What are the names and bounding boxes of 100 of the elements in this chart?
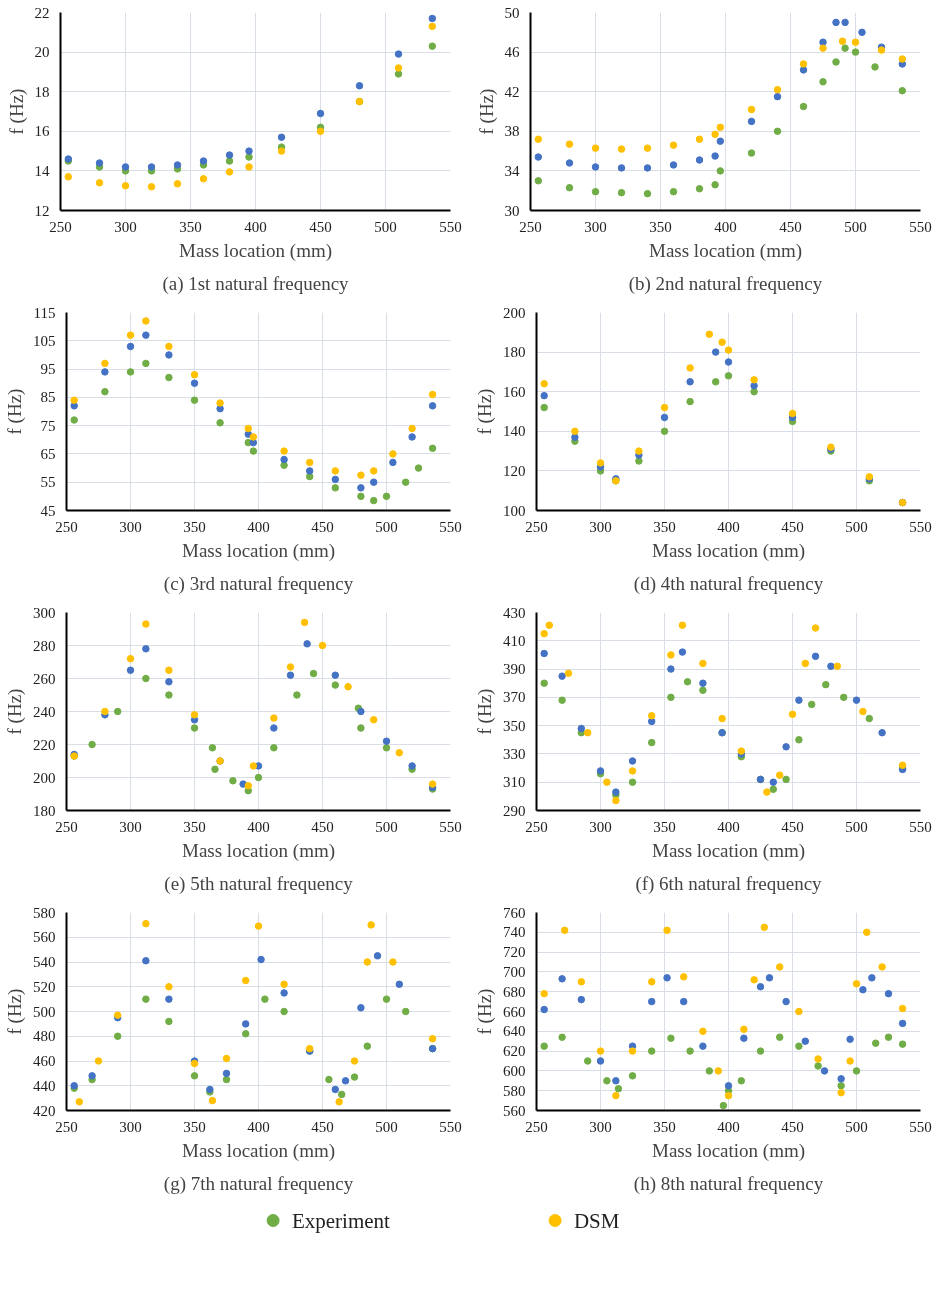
y-tick-label: 85 bbox=[40, 389, 56, 406]
x-tick-label: 300 bbox=[119, 818, 142, 835]
x-tick-label: 550 bbox=[439, 818, 462, 835]
y-tick-label: 430 bbox=[503, 604, 526, 621]
y-tick-label: 120 bbox=[503, 462, 526, 479]
y-tick-label: 660 bbox=[503, 1003, 526, 1020]
y-tick-label: 180 bbox=[503, 344, 526, 361]
y-tick-label: 440 bbox=[33, 1077, 56, 1094]
y-tick-label: 500 bbox=[33, 1003, 56, 1020]
y-tick-label: 34 bbox=[504, 162, 520, 179]
y-tick-label: 220 bbox=[33, 736, 56, 753]
y-tick-label: 46 bbox=[504, 44, 520, 61]
y-tick-label: 20 bbox=[34, 44, 50, 61]
y-tick-label: 18 bbox=[34, 83, 50, 100]
legend-label: DSM bbox=[573, 1208, 620, 1233]
x-tick-label: 400 bbox=[717, 1118, 740, 1135]
x-axis-title: Mass location (mm) bbox=[651, 539, 806, 562]
x-tick-label: 300 bbox=[119, 1118, 142, 1135]
x-axis-title: Mass location (mm) bbox=[181, 839, 336, 862]
legend-label: Experiment bbox=[291, 1208, 391, 1233]
x-tick-label: 550 bbox=[909, 818, 932, 835]
x-tick-label: 300 bbox=[584, 218, 607, 235]
x-tick-label: 400 bbox=[247, 818, 270, 835]
y-tick-label: 720 bbox=[503, 944, 526, 961]
x-tick-label: 500 bbox=[375, 1118, 398, 1135]
y-tick-label: 100 bbox=[503, 502, 526, 519]
x-axis-title: Mass location (mm) bbox=[181, 539, 336, 562]
y-tick-label: 580 bbox=[503, 1082, 526, 1099]
x-tick-label: 350 bbox=[183, 1118, 206, 1135]
y-tick-label: 540 bbox=[33, 954, 56, 970]
y-axis-title: f (Hz) bbox=[4, 688, 26, 735]
x-tick-label: 550 bbox=[439, 518, 462, 535]
x-tick-label: 450 bbox=[781, 518, 804, 535]
y-tick-label: 390 bbox=[503, 661, 526, 678]
y-tick-label: 560 bbox=[33, 929, 56, 946]
x-tick-label: 500 bbox=[375, 818, 398, 835]
y-tick-label: 520 bbox=[33, 978, 56, 995]
y-tick-label: 460 bbox=[33, 1053, 56, 1069]
x-axis-title: Mass location (mm) bbox=[178, 239, 333, 262]
x-tick-label: 250 bbox=[55, 818, 78, 835]
y-tick-label: 160 bbox=[503, 383, 526, 400]
x-tick-label: 550 bbox=[909, 1118, 932, 1135]
text: (g) 7th natural frequency bbox=[163, 1172, 354, 1195]
x-tick-label: 450 bbox=[779, 218, 802, 235]
y-tick-label: 140 bbox=[503, 423, 526, 440]
x-axis-title: Mass location (mm) bbox=[651, 1139, 806, 1162]
y-axis-title: f (Hz) bbox=[474, 688, 496, 735]
text: (b) 2nd natural frequency bbox=[628, 272, 823, 295]
x-tick-label: 450 bbox=[309, 218, 332, 235]
y-axis-title: f (Hz) bbox=[4, 388, 26, 435]
y-tick-label: 75 bbox=[40, 417, 56, 434]
x-axis-title: Mass location (mm) bbox=[651, 839, 806, 862]
x-tick-label: 250 bbox=[55, 518, 78, 535]
x-tick-label: 350 bbox=[649, 218, 672, 235]
text: (f) 6th natural frequency bbox=[635, 872, 823, 895]
x-tick-label: 350 bbox=[653, 518, 676, 535]
y-tick-label: 16 bbox=[34, 123, 50, 140]
y-tick-label: 260 bbox=[33, 670, 56, 687]
x-tick-label: 250 bbox=[525, 1118, 548, 1135]
y-axis-title: f (Hz) bbox=[474, 388, 496, 435]
y-tick-label: 55 bbox=[40, 474, 56, 491]
x-tick-label: 250 bbox=[525, 818, 548, 835]
x-tick-label: 350 bbox=[653, 818, 676, 835]
x-tick-label: 400 bbox=[247, 1118, 270, 1135]
y-tick-label: 14 bbox=[34, 162, 50, 179]
x-tick-label: 500 bbox=[845, 518, 868, 535]
y-axis-title: f (Hz) bbox=[475, 88, 498, 135]
y-tick-label: 480 bbox=[33, 1028, 56, 1045]
y-tick-label: 180 bbox=[33, 802, 56, 819]
x-tick-label: 250 bbox=[49, 218, 72, 235]
y-tick-label: 740 bbox=[503, 924, 526, 941]
y-tick-label: 410 bbox=[503, 632, 526, 649]
y-tick-label: 300 bbox=[33, 604, 56, 621]
y-axis-title: f (Hz) bbox=[4, 988, 26, 1035]
x-tick-label: 500 bbox=[845, 818, 868, 835]
x-tick-label: 300 bbox=[589, 518, 612, 535]
x-tick-label: 350 bbox=[183, 518, 206, 535]
x-tick-label: 550 bbox=[909, 518, 932, 535]
y-tick-label: 350 bbox=[503, 717, 526, 734]
y-tick-label: 115 bbox=[33, 304, 56, 321]
x-tick-label: 450 bbox=[311, 1118, 334, 1135]
x-tick-label: 300 bbox=[589, 818, 612, 835]
y-tick-label: 22 bbox=[34, 4, 50, 21]
y-tick-label: 12 bbox=[34, 202, 50, 219]
x-tick-label: 550 bbox=[909, 218, 932, 235]
y-tick-label: 30 bbox=[504, 202, 520, 219]
x-tick-label: 400 bbox=[247, 518, 270, 535]
text: (e) 5th natural frequency bbox=[164, 872, 354, 895]
x-tick-label: 300 bbox=[114, 218, 137, 235]
y-tick-label: 640 bbox=[503, 1023, 526, 1040]
y-tick-label: 330 bbox=[503, 745, 526, 762]
y-tick-label: 38 bbox=[504, 123, 520, 140]
y-tick-label: 580 bbox=[33, 904, 56, 921]
y-tick-label: 280 bbox=[33, 637, 56, 654]
text: (c) 3rd natural frequency bbox=[163, 572, 354, 595]
text: (d) 4th natural frequency bbox=[633, 572, 824, 595]
x-tick-label: 300 bbox=[589, 1118, 612, 1135]
y-tick-label: 45 bbox=[40, 502, 56, 519]
x-tick-label: 250 bbox=[525, 518, 548, 535]
x-tick-label: 400 bbox=[717, 818, 740, 835]
